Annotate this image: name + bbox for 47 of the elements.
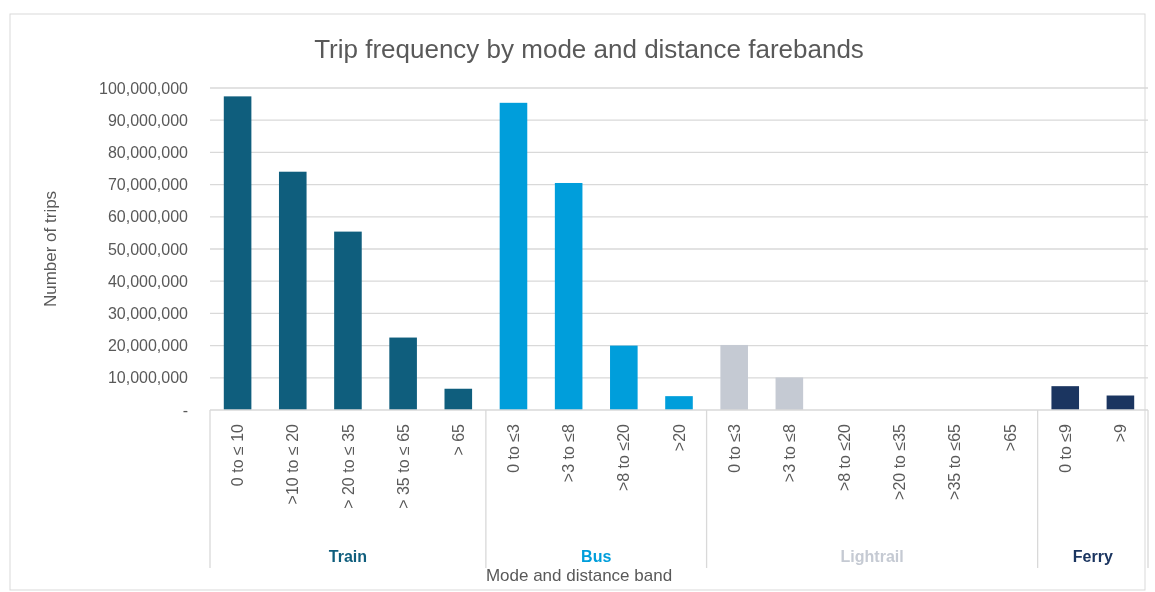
x-axis-title: Mode and distance band: [485, 566, 673, 585]
x-tick-label: >35 to ≤65: [946, 423, 964, 500]
bar: [334, 231, 362, 410]
x-tick-label: >8 to ≤20: [615, 423, 633, 492]
x-tick-label: >20: [670, 423, 688, 452]
x-tick-label: 0 to ≤ 10: [229, 423, 247, 487]
x-tick-label: > 20 to ≤ 35: [339, 423, 357, 509]
bar: [665, 396, 693, 410]
y-tick-label: 70,000,000: [107, 176, 189, 194]
y-tick-label: 20,000,000: [107, 337, 189, 355]
x-tick-label: 0 to ≤9: [1056, 423, 1074, 473]
bar: [554, 182, 583, 410]
y-tick-label: 10,000,000: [107, 369, 189, 387]
bar: [610, 345, 638, 410]
y-tick-label: 30,000,000: [107, 305, 189, 322]
chart-title: Trip frequency by mode and distance farebands: [314, 34, 864, 64]
x-tick-label: >8 to ≤20: [836, 423, 854, 492]
y-axis-title: Number of trips: [41, 190, 60, 308]
y-tick-label: 40,000,000: [107, 272, 189, 290]
x-tick-label: 0 to ≤3: [505, 423, 523, 473]
x-tick-label: >9: [1112, 423, 1130, 443]
bar: [389, 337, 417, 410]
bar: [775, 377, 804, 410]
text: Ferry: [1072, 548, 1113, 565]
bar: [278, 171, 307, 410]
bar: [444, 388, 473, 410]
bar: [1051, 386, 1080, 410]
y-tick-label: 60,000,000: [107, 208, 189, 226]
x-tick-label: > 35 to ≤ 65: [394, 423, 412, 509]
x-tick-label: >20 to ≤35: [891, 423, 909, 500]
x-tick-label: >3 to ≤8: [560, 423, 578, 483]
bar: [223, 96, 252, 410]
x-tick-label: 0 to ≤3: [725, 423, 743, 473]
x-tick-label: >65: [1001, 423, 1019, 452]
y-tick-label: 100,000,000: [99, 79, 189, 97]
y-tick-label: 90,000,000: [107, 111, 189, 129]
y-tick-label: 80,000,000: [107, 144, 189, 161]
y-tick-label: -: [182, 401, 188, 419]
text: Bus: [581, 548, 612, 565]
text: Lightrail: [840, 548, 904, 565]
x-tick-label: >3 to ≤8: [780, 423, 798, 483]
bar: [499, 102, 528, 410]
x-tick-label: >10 to ≤ 20: [284, 423, 302, 505]
x-tick-label: > 65: [449, 423, 467, 456]
text: Train: [328, 548, 368, 565]
y-tick-label: 50,000,000: [107, 240, 189, 258]
bar: [720, 344, 748, 410]
